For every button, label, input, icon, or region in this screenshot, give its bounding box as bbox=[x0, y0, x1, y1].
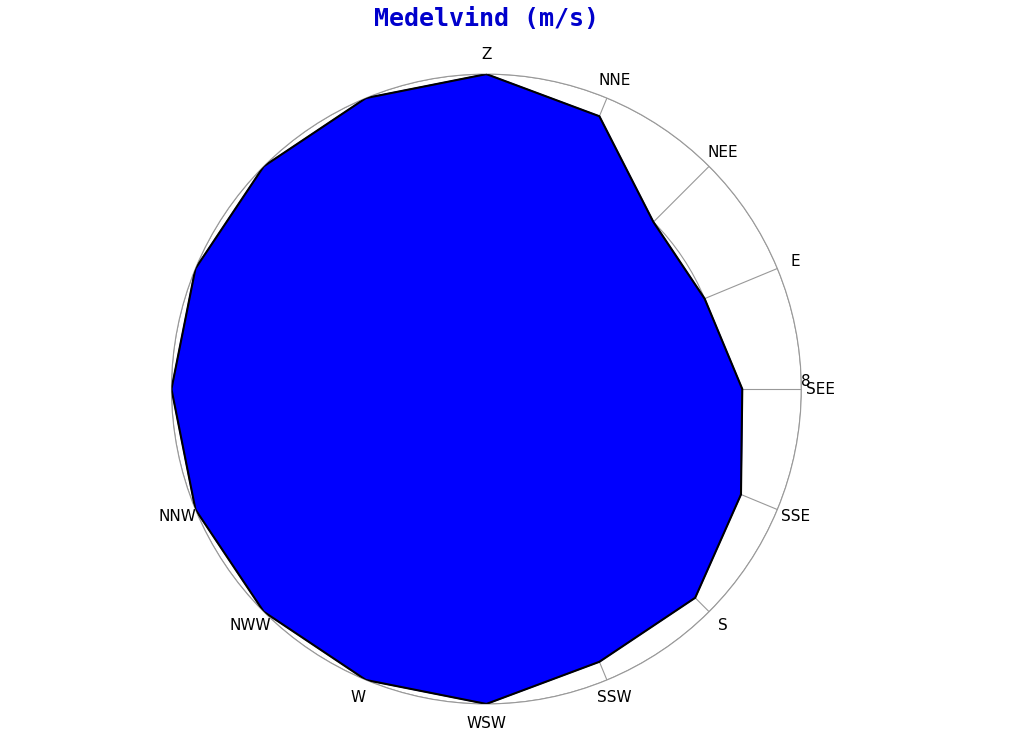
Polygon shape bbox=[171, 74, 742, 704]
Title: Medelvind (m/s): Medelvind (m/s) bbox=[374, 7, 599, 31]
